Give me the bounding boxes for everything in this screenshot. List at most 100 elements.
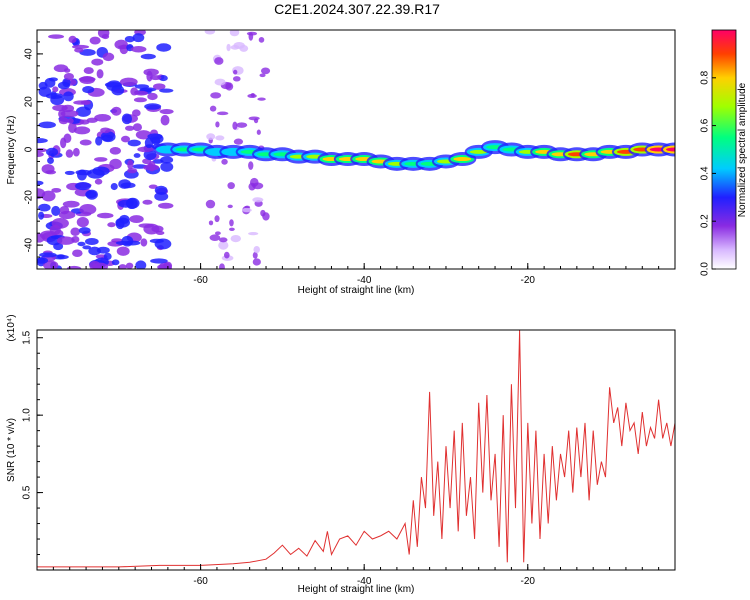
noise-blob <box>229 227 235 231</box>
noise-blob <box>91 58 104 66</box>
noise-blob <box>127 167 138 174</box>
noise-blob <box>150 258 168 264</box>
noise-blob <box>38 121 56 129</box>
noise-blob <box>111 106 122 116</box>
noise-blob <box>260 67 271 75</box>
noise-blob <box>214 57 224 65</box>
noise-blob <box>205 199 216 209</box>
noise-blob <box>72 249 83 258</box>
noise-blob <box>95 136 103 146</box>
noise-blob <box>49 224 61 236</box>
noise-blob <box>94 178 103 185</box>
colorbar-tick-label: 0.6 <box>700 118 711 132</box>
noise-blob <box>144 137 154 149</box>
noise-blob <box>248 116 260 121</box>
y-tick-label: -40 <box>24 237 35 252</box>
snr-y-multiplier: (x10⁴) <box>6 314 17 341</box>
noise-blob <box>37 180 44 186</box>
noise-blob <box>130 46 147 53</box>
noise-blob <box>257 97 266 101</box>
noise-blob <box>140 238 148 247</box>
spectrogram-y-ticks: -40 -20 0 20 40 <box>24 29 43 270</box>
noise-blob <box>111 84 125 96</box>
noise-blob <box>38 203 51 212</box>
ridge-core <box>666 147 675 152</box>
noise-blob <box>160 114 170 126</box>
noise-blob <box>127 159 134 170</box>
colorbar-gradient <box>711 29 737 270</box>
noise-blob <box>214 78 226 86</box>
noise-blob <box>227 204 233 209</box>
noise-blob <box>142 199 153 205</box>
x-tick-label: -40 <box>357 275 372 286</box>
noise-blob <box>215 121 220 128</box>
noise-blob <box>146 70 153 82</box>
noise-blob <box>94 113 112 122</box>
figure-title: C2E1.2024.307.22.39.R17 <box>274 1 440 17</box>
noise-blob <box>84 238 99 246</box>
y-tick-label: 40 <box>24 48 35 60</box>
noise-blob <box>60 137 67 149</box>
noise-blob <box>224 251 230 259</box>
x-tick-label: -60 <box>193 275 208 286</box>
noise-blob <box>132 123 142 132</box>
noise-blob <box>65 149 74 158</box>
noise-blob <box>51 187 62 193</box>
noise-blob <box>232 76 241 82</box>
noise-blob <box>127 139 141 147</box>
x-tick-label: -40 <box>357 576 372 587</box>
snr-panel: -60 -40 -20 0.5 1.0 1.5 Height of straight l… <box>6 314 676 595</box>
y-tick-label: 1.5 <box>22 330 33 344</box>
noise-blob <box>227 182 235 190</box>
noise-blob <box>140 53 156 60</box>
noise-blob <box>62 200 80 208</box>
noise-blob <box>133 153 141 158</box>
noise-blob <box>51 205 61 216</box>
noise-blob <box>154 191 169 201</box>
noise-blob <box>214 215 220 223</box>
noise-blob <box>253 245 260 254</box>
noise-blob <box>68 35 77 44</box>
noise-blob <box>152 159 164 164</box>
noise-blob <box>215 135 225 141</box>
y-tick-label: 0 <box>24 146 35 152</box>
noise-blob <box>131 109 141 117</box>
noise-blob <box>37 188 46 199</box>
noise-blob <box>119 214 130 224</box>
noise-blob <box>39 252 57 258</box>
noise-blob <box>219 263 225 269</box>
noise-blob <box>159 108 174 115</box>
snr-y-ticks: 0.5 1.0 1.5 <box>22 330 43 556</box>
noise-blob <box>78 76 96 82</box>
noise-blob <box>134 84 150 89</box>
noise-blob <box>248 161 254 170</box>
colorbar-ticks: 0.0 0.2 0.4 0.6 0.8 <box>700 70 716 276</box>
noise-blob <box>70 227 80 236</box>
noise-blob <box>118 179 131 189</box>
noise-blob <box>149 75 162 81</box>
noise-blob <box>133 97 147 103</box>
noise-blob <box>57 81 70 90</box>
colorbar-tick-label: 0.0 <box>700 262 711 276</box>
noise-blob <box>37 257 49 264</box>
noise-blob <box>229 219 234 227</box>
noise-blob <box>45 93 64 99</box>
noise-blob <box>144 103 162 110</box>
noise-blob <box>76 216 89 228</box>
noise-blob <box>58 117 69 125</box>
y-tick-label: 20 <box>24 96 35 108</box>
noise-blob <box>96 69 104 79</box>
noise-blob <box>236 122 248 128</box>
noise-blob <box>209 234 221 241</box>
noise-blob <box>124 35 135 43</box>
colorbar-tick-label: 0.8 <box>700 70 711 84</box>
noise-blob <box>48 34 65 39</box>
noise-blob <box>153 83 166 90</box>
noise-blob <box>53 64 69 73</box>
noise-blob <box>72 147 80 157</box>
noise-blob <box>208 220 214 226</box>
noise-blob <box>147 162 154 169</box>
noise-blob <box>80 100 91 105</box>
noise-blob <box>151 225 164 233</box>
spectrogram-x-label: Height of straight line (km) <box>298 285 415 296</box>
